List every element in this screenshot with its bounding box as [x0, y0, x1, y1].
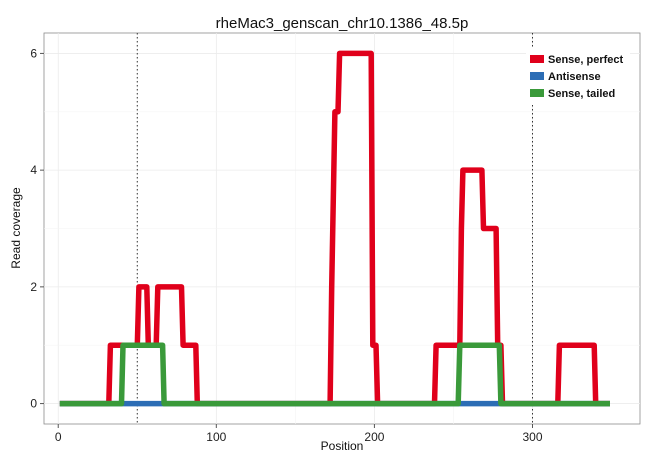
series-lines [59, 50, 610, 407]
legend-key-sense-tailed [530, 89, 544, 97]
x-tick-label: 100 [206, 430, 226, 444]
y-tick-label: 6 [30, 46, 37, 60]
series-line-sense-tailed [59, 342, 610, 407]
y-axis-label: Read coverage [9, 187, 23, 269]
x-tick-label: 200 [364, 430, 384, 444]
legend-label-sense-tailed: Sense, tailed [548, 88, 615, 100]
y-tick-label: 2 [30, 280, 37, 294]
legend-label-sense-perfect: Sense, perfect [548, 54, 624, 66]
x-tick-label: 300 [522, 430, 542, 444]
chart-title: rheMac3_genscan_chr10.1386_48.5p [216, 15, 469, 32]
legend: Sense, perfect Antisense Sense, tailed [526, 47, 630, 105]
legend-key-antisense [530, 72, 544, 80]
legend-label-antisense: Antisense [548, 71, 601, 83]
x-axis-label: Position [321, 439, 364, 453]
y-tick-label: 4 [30, 163, 37, 177]
legend-key-sense-perfect [530, 55, 544, 63]
axis-ticks: 0 100 200 300 0 2 4 6 [30, 46, 543, 444]
x-tick-label: 0 [55, 430, 62, 444]
y-tick-label: 0 [30, 397, 37, 411]
